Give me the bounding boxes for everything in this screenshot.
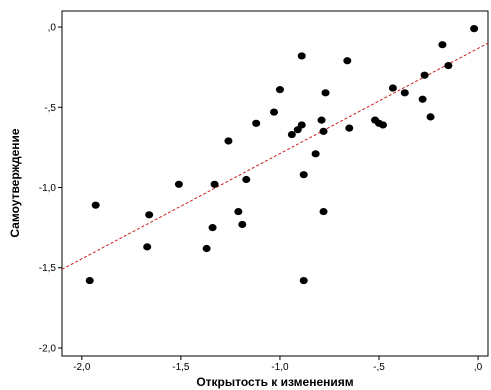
data-point-5 <box>174 180 183 188</box>
y-axis-title: Самоутверждение <box>8 128 22 238</box>
data-point-38 <box>444 61 453 70</box>
y-tick-label: -1,5 <box>39 263 57 274</box>
data-point-3 <box>143 243 152 251</box>
x-tick-label: -1,5 <box>172 362 190 373</box>
data-point-26 <box>321 89 330 97</box>
data-points <box>85 25 479 285</box>
data-point-6 <box>202 244 211 253</box>
y-tick-label: -1,0 <box>39 183 57 194</box>
data-point-14 <box>270 108 279 116</box>
data-point-8 <box>210 180 219 188</box>
x-tick-label: -2,0 <box>73 362 91 373</box>
data-point-19 <box>297 52 306 60</box>
data-point-2 <box>91 201 100 209</box>
fit-line <box>61 42 489 270</box>
data-point-33 <box>400 89 409 97</box>
y-tick-label: -2,0 <box>39 343 57 354</box>
data-point-25 <box>319 207 328 216</box>
y-tick-label: ,0 <box>48 23 57 34</box>
data-point-16 <box>287 130 296 139</box>
data-point-15 <box>275 86 284 94</box>
data-point-12 <box>242 175 251 184</box>
data-point-37 <box>438 41 447 49</box>
data-point-1 <box>85 276 94 285</box>
data-point-22 <box>311 150 320 158</box>
plot-area <box>61 10 489 357</box>
x-tick-label: -,5 <box>373 362 385 373</box>
data-point-27 <box>343 57 352 65</box>
x-axis-ticks: -2,0 -1,5 -1,0 -,5 ,0 <box>73 356 483 373</box>
data-point-32 <box>388 84 397 92</box>
data-point-24 <box>319 127 328 135</box>
data-point-9 <box>224 137 233 145</box>
data-point-34 <box>418 95 427 103</box>
data-point-20 <box>299 276 308 285</box>
y-tick-label: -,5 <box>44 103 56 114</box>
data-point-28 <box>345 124 354 132</box>
data-point-21 <box>299 171 308 179</box>
data-point-7 <box>208 224 217 232</box>
x-tick-label: -1,0 <box>271 362 289 373</box>
data-point-23 <box>317 116 326 124</box>
data-point-10 <box>234 207 243 216</box>
data-point-39 <box>470 25 479 33</box>
fit-line-layer <box>61 42 489 270</box>
data-point-4 <box>145 211 154 219</box>
data-point-35 <box>420 71 429 79</box>
data-point-11 <box>238 220 247 229</box>
x-tick-label: ,0 <box>474 362 483 373</box>
data-point-31 <box>378 121 387 129</box>
data-point-18 <box>297 121 306 129</box>
y-axis-ticks: ,0 -,5 -1,0 -1,5 -2,0 <box>39 23 62 354</box>
data-point-36 <box>426 113 435 121</box>
data-point-13 <box>252 119 261 127</box>
x-axis-title: Открытость к изменениям <box>196 375 353 389</box>
